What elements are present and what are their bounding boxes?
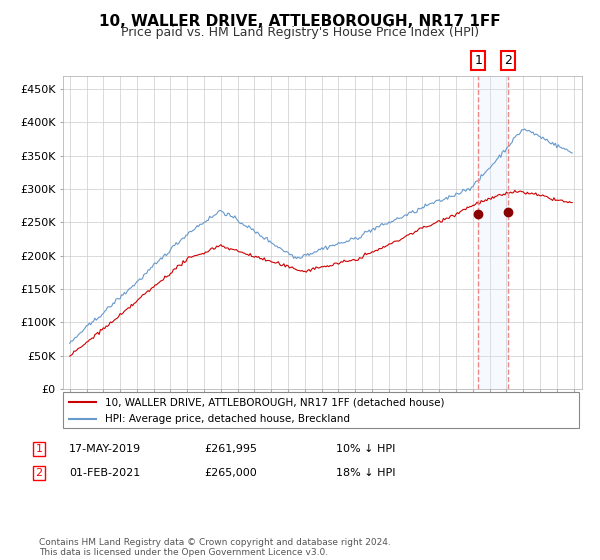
Text: 18% ↓ HPI: 18% ↓ HPI (336, 468, 395, 478)
Text: 2: 2 (504, 54, 512, 67)
Text: HPI: Average price, detached house, Breckland: HPI: Average price, detached house, Brec… (105, 414, 350, 424)
Text: 01-FEB-2021: 01-FEB-2021 (69, 468, 140, 478)
Text: 10% ↓ HPI: 10% ↓ HPI (336, 444, 395, 454)
Text: £261,995: £261,995 (204, 444, 257, 454)
Text: 1: 1 (475, 54, 482, 67)
Text: 10, WALLER DRIVE, ATTLEBOROUGH, NR17 1FF (detached house): 10, WALLER DRIVE, ATTLEBOROUGH, NR17 1FF… (105, 397, 445, 407)
Text: 2: 2 (35, 468, 43, 478)
Bar (478, 76, 508, 389)
Text: Contains HM Land Registry data © Crown copyright and database right 2024.
This d: Contains HM Land Registry data © Crown c… (39, 538, 391, 557)
Text: 17-MAY-2019: 17-MAY-2019 (69, 444, 141, 454)
Text: £265,000: £265,000 (204, 468, 257, 478)
Text: 10, WALLER DRIVE, ATTLEBOROUGH, NR17 1FF: 10, WALLER DRIVE, ATTLEBOROUGH, NR17 1FF (99, 14, 501, 29)
Text: 1: 1 (35, 444, 43, 454)
Text: Price paid vs. HM Land Registry's House Price Index (HPI): Price paid vs. HM Land Registry's House … (121, 26, 479, 39)
